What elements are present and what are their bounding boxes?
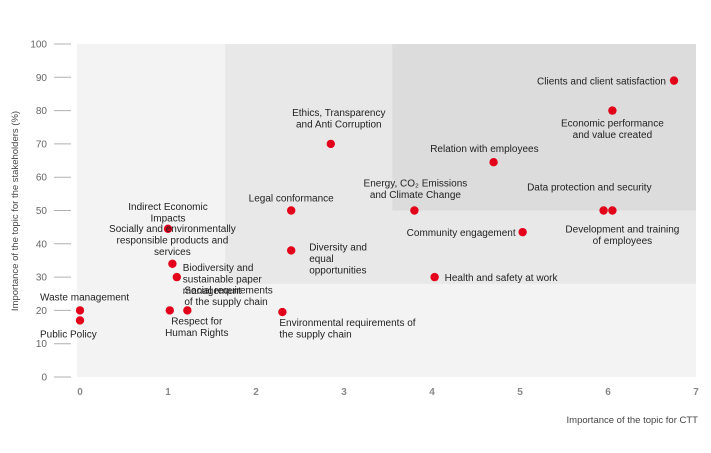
y-tick-label: 50: [36, 206, 48, 217]
y-tick-label: 30: [36, 273, 48, 284]
data-point: [599, 206, 608, 215]
data-point: [430, 272, 439, 282]
x-tick-label: 3: [341, 387, 347, 398]
point-label: Relation with employees: [430, 144, 538, 155]
zone-backgrounds: [77, 44, 696, 377]
y-tick-label: 70: [36, 139, 48, 150]
point-label: Data protection and security: [527, 183, 652, 194]
x-axis: 0 1 2 3 4 5 6 7: [77, 387, 699, 398]
data-point: [489, 158, 498, 167]
y-tick-label: 40: [36, 239, 48, 250]
point-label: Energy, CO₂ Emissions and Climate Change: [364, 179, 468, 202]
x-tick-label: 1: [165, 387, 171, 398]
x-tick-label: 4: [429, 387, 435, 398]
data-point: [287, 206, 296, 215]
y-tick-label: 0: [41, 373, 47, 384]
point-label: Socially and environmentally responsible …: [109, 224, 236, 258]
point-label: Diversity and equal opportunities: [309, 242, 367, 276]
data-point: [410, 206, 419, 215]
point-label: Indirect Economic Impacts: [128, 202, 207, 225]
y-axis-label: Importance of the topic for the stakehol…: [10, 111, 21, 311]
y-tick-label: 60: [36, 173, 48, 184]
data-point: [287, 246, 296, 255]
data-point: [278, 307, 287, 317]
x-tick-label: 2: [253, 387, 259, 398]
y-axis: 0 10 20 30 40 50 60 70 80 90 100: [30, 40, 71, 384]
x-tick-label: 7: [693, 387, 699, 398]
point-label: Social requirements of the supply chain: [184, 285, 272, 308]
data-point: [172, 272, 181, 282]
data-point: [326, 139, 335, 149]
point-label: Economic performance and value created: [561, 119, 664, 142]
data-point: [518, 227, 527, 237]
x-tick-label: 0: [77, 387, 83, 398]
y-tick-label: 10: [36, 339, 48, 350]
point-label: Clients and client satisfaction: [537, 77, 666, 88]
data-point: [165, 306, 174, 315]
point-label: Ethics, Transparency and Anti Corruption: [292, 108, 385, 130]
data-point: [75, 316, 85, 325]
zone-high: [392, 44, 696, 211]
x-tick-label: 5: [517, 387, 523, 398]
y-tick-label: 80: [36, 106, 48, 117]
point-label: Development and training of employees: [565, 225, 679, 248]
point-label: Respect for Human Rights: [165, 316, 228, 339]
data-point: [669, 76, 679, 85]
y-tick-label: 100: [30, 40, 47, 51]
point-label: Community engagement: [407, 228, 516, 239]
point-label: Environmental requirements of the supply …: [279, 318, 415, 341]
x-tick-label: 6: [605, 387, 611, 398]
data-point: [163, 224, 173, 234]
data-point: [608, 206, 617, 215]
data-point: [183, 306, 192, 315]
point-label: Legal conformance: [249, 194, 334, 205]
point-labels: Clients and client satisfaction Economic …: [40, 77, 679, 341]
data-point: [168, 259, 177, 268]
point-label: Public Policy: [40, 329, 97, 340]
data-points: [75, 76, 679, 325]
point-label: Health and safety at work: [445, 273, 559, 284]
data-point: [75, 306, 85, 315]
y-tick-label: 90: [36, 73, 48, 84]
data-point: [608, 106, 617, 115]
y-tick-label: 20: [36, 306, 48, 317]
point-label: Biodiversity and sustainable paper managem…: [183, 263, 263, 297]
point-label: Waste management: [40, 292, 129, 303]
x-axis-label: Importance of the topic for CTT: [567, 415, 699, 426]
